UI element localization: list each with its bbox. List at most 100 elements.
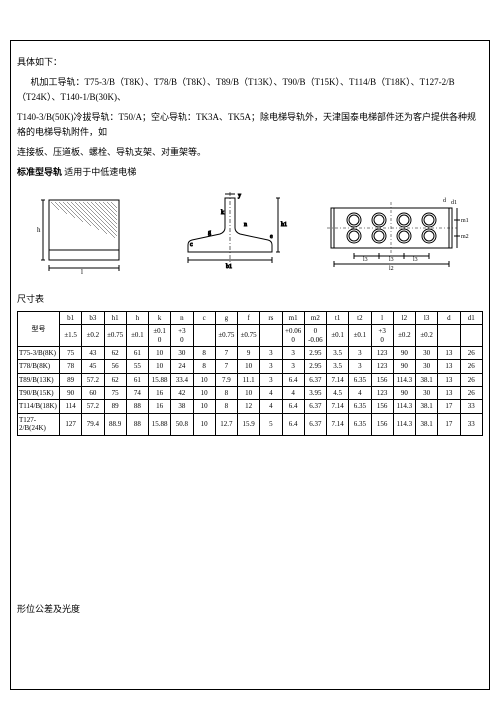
- table-cell: 62: [104, 346, 126, 359]
- table-cell: 60: [82, 387, 104, 400]
- table-cell: 3: [282, 360, 304, 373]
- table-cell: 30: [416, 360, 438, 373]
- table-cell: 6.35: [349, 413, 371, 435]
- table-cell: 4: [349, 387, 371, 400]
- table-row: T90/B(15K)90607574164210810443.954.54123…: [18, 387, 483, 400]
- table-cell: 6.35: [349, 373, 371, 386]
- table-tolerance-cell: ±0.75: [104, 325, 126, 347]
- table-tolerance-cell: ±1.5: [60, 325, 82, 347]
- table-cell: T75-3/B(8K): [18, 346, 60, 359]
- diagram-cross-section: y k h1 e b1 g n c: [170, 190, 290, 275]
- table-tolerance-cell: [193, 325, 215, 347]
- table-header-cell: k: [149, 311, 171, 324]
- table-cell: 8: [193, 360, 215, 373]
- table-tolerance-cell: ±0.1 0: [149, 325, 171, 347]
- svg-text:e: e: [270, 234, 273, 240]
- svg-text:y: y: [238, 193, 241, 199]
- table-cell: 156: [371, 400, 393, 413]
- table-cell: 26: [460, 373, 483, 386]
- table-cell: 7.14: [327, 400, 349, 413]
- svg-text:g: g: [208, 230, 211, 236]
- table-cell: 75: [104, 387, 126, 400]
- table-cell: 6.37: [304, 400, 326, 413]
- table-tolerance-cell: [260, 325, 282, 347]
- table-cell: 156: [371, 413, 393, 435]
- table-cell: 3.5: [327, 346, 349, 359]
- svg-text:c: c: [190, 242, 193, 248]
- table-cell: 90: [393, 346, 415, 359]
- table-body: T75-3/B(8K)754362611030879332.953.531239…: [18, 346, 483, 435]
- table-cell: 30: [416, 387, 438, 400]
- table-cell: 43: [82, 346, 104, 359]
- table-cell: 6.4: [282, 413, 304, 435]
- table-cell: 114: [60, 400, 82, 413]
- diagram-row: h l y k h1 e b1 g n c: [17, 188, 483, 278]
- table-cell: 38.1: [416, 373, 438, 386]
- table-header-cell: m2: [304, 311, 326, 324]
- table-cell: 123: [371, 346, 393, 359]
- table-cell: 89: [60, 373, 82, 386]
- intro-line3: T140-3/B(50K)冷拔导轨：T50/A；空心导轨：TK3A、TK5A；除…: [17, 110, 483, 139]
- table-tolerance-cell: [460, 325, 483, 347]
- svg-text:l3: l3: [413, 257, 418, 263]
- svg-text:k: k: [221, 210, 224, 216]
- table-cell: 3: [349, 360, 371, 373]
- page-frame: 具体如下： 机加工导轨：T75-3/B（T8K）、T78/B（T8K）、T89/…: [10, 40, 490, 690]
- table-header-cell: l2: [393, 311, 415, 324]
- table-cell: 10: [149, 346, 171, 359]
- table-header-cell: n: [171, 311, 193, 324]
- table-cell: 38.1: [416, 400, 438, 413]
- intro-line4: 连接板、压道板、螺栓、导轨支架、对重架等。: [17, 145, 483, 159]
- table-cell: 9: [238, 346, 260, 359]
- table-cell: 90: [393, 387, 415, 400]
- table-tolerance-cell: +3 0: [171, 325, 193, 347]
- table-cell: 17: [438, 413, 460, 435]
- table-cell: 4: [260, 387, 282, 400]
- table-cell: 6.4: [282, 400, 304, 413]
- table-cell: 74: [126, 387, 148, 400]
- table-cell: 7.9: [215, 373, 237, 386]
- table-cell: 5: [260, 413, 282, 435]
- table-cell: 3: [282, 346, 304, 359]
- table-cell: 8: [215, 387, 237, 400]
- table-cell: 38: [171, 400, 193, 413]
- table-cell: 78: [60, 360, 82, 373]
- table-header-cell: l: [371, 311, 393, 324]
- svg-text:l3: l3: [389, 257, 394, 263]
- bold-title: 标准型导轨: [17, 167, 62, 177]
- dimension-table-title: 尺寸表: [17, 292, 483, 305]
- table-tolerance-cell: +0.06 0: [282, 325, 304, 347]
- table-cell: 114.3: [393, 413, 415, 435]
- table-row: T75-3/B(8K)754362611030879332.953.531239…: [18, 346, 483, 359]
- table-cell: 30: [416, 346, 438, 359]
- table-cell: 55: [126, 360, 148, 373]
- table-cell: 45: [82, 360, 104, 373]
- table-cell: 7.14: [327, 413, 349, 435]
- table-cell: 33: [460, 413, 483, 435]
- table-cell: 90: [60, 387, 82, 400]
- table-tolerance-cell: ±0.1: [126, 325, 148, 347]
- table-cell: 4.5: [327, 387, 349, 400]
- table-cell: 26: [460, 360, 483, 373]
- table-row: T127-2/B(24K)12779.488.98815.8850.81012.…: [18, 413, 483, 435]
- table-cell: 61: [126, 346, 148, 359]
- table-cell: 4: [260, 400, 282, 413]
- table-cell: 6.35: [349, 400, 371, 413]
- table-cell: 62: [104, 373, 126, 386]
- intro-line1: 具体如下：: [17, 55, 483, 69]
- svg-text:l: l: [81, 268, 83, 275]
- svg-text:l3: l3: [363, 257, 368, 263]
- spacer: [17, 436, 483, 596]
- table-cell: 3: [260, 360, 282, 373]
- table-header-cell: rs: [260, 311, 282, 324]
- table-cell: 10: [238, 360, 260, 373]
- svg-text:h: h: [37, 226, 41, 234]
- table-cell: T114/B(18K): [18, 400, 60, 413]
- table-row: T78/B(8K)7845565510248710332.953.5312390…: [18, 360, 483, 373]
- table-cell: 10: [193, 387, 215, 400]
- table-cell: 123: [371, 387, 393, 400]
- table-header-row-2: ±1.5±0.2±0.75±0.1±0.1 0+3 0±0.75±0.75+0.…: [18, 325, 483, 347]
- table-cell: 57.2: [82, 400, 104, 413]
- table-cell: 10: [149, 360, 171, 373]
- table-cell: 13: [438, 346, 460, 359]
